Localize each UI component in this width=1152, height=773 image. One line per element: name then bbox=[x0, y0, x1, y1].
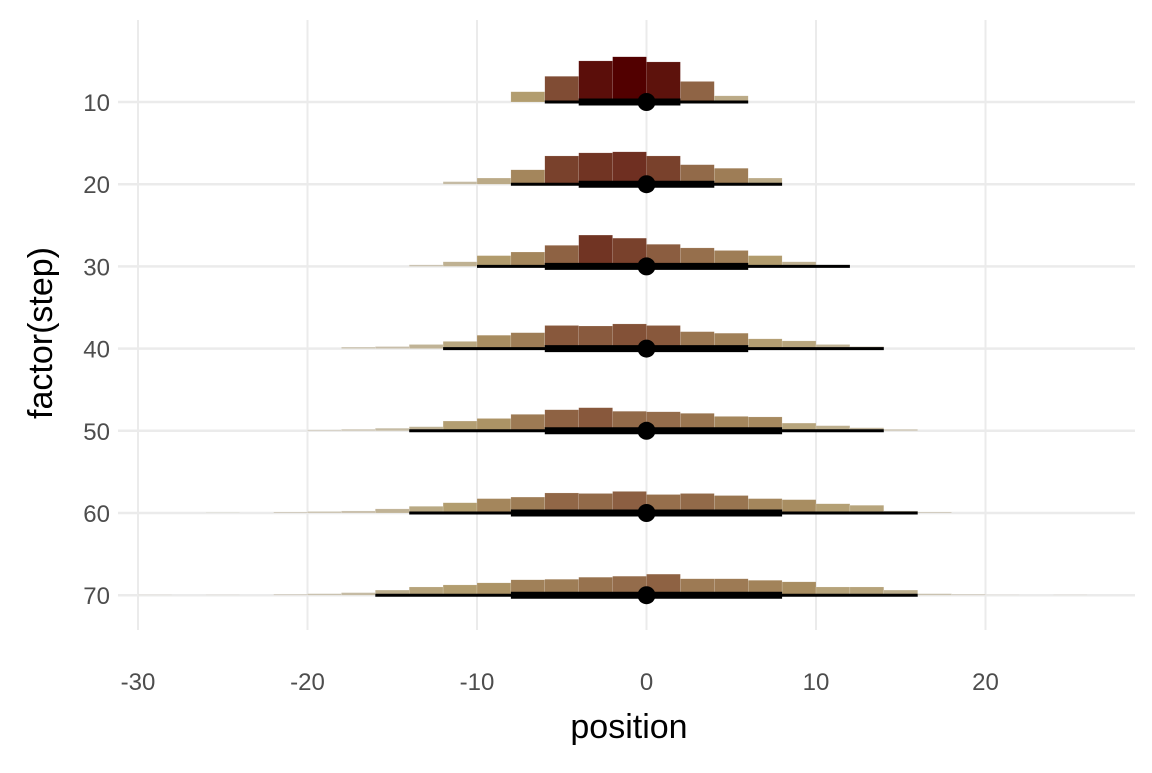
histogram-bar bbox=[544, 76, 579, 103]
y-tick-label: 50 bbox=[83, 419, 110, 446]
histogram-bar bbox=[375, 346, 410, 349]
histogram-bar bbox=[442, 181, 478, 185]
histogram-bar bbox=[544, 155, 579, 185]
x-axis-title: position bbox=[570, 708, 687, 746]
y-axis-title: factor(step) bbox=[22, 247, 60, 419]
median-point bbox=[637, 175, 656, 194]
histogram-bar bbox=[748, 255, 783, 267]
median-point bbox=[637, 504, 656, 522]
histogram-bar bbox=[510, 332, 545, 349]
histogram-bar bbox=[476, 335, 512, 349]
x-tick-label: 20 bbox=[972, 669, 999, 696]
histogram-bar bbox=[442, 261, 478, 267]
histogram-bar bbox=[205, 512, 240, 514]
y-tick-label: 40 bbox=[83, 337, 110, 364]
histogram-bar bbox=[680, 81, 715, 103]
histogram-bar bbox=[341, 592, 376, 596]
histogram-bar bbox=[510, 169, 545, 185]
histogram-bar bbox=[341, 429, 376, 432]
x-tick-label: 0 bbox=[640, 669, 653, 696]
y-tick-label: 20 bbox=[83, 172, 110, 199]
histogram-bar bbox=[205, 594, 240, 596]
histogram-bar bbox=[612, 56, 647, 103]
histogram-bar bbox=[781, 581, 817, 596]
y-tick-label: 60 bbox=[83, 501, 110, 528]
histogram-bar bbox=[883, 429, 918, 432]
histogram-bar bbox=[409, 264, 444, 267]
histogram-bar bbox=[951, 593, 986, 596]
histogram-bar bbox=[1053, 594, 1088, 596]
median-point bbox=[637, 257, 656, 276]
histogram-bar bbox=[476, 255, 512, 267]
histogram-bar bbox=[781, 499, 817, 514]
histogram-bar bbox=[307, 511, 342, 514]
histogram-bar bbox=[375, 428, 410, 432]
x-tick-label: -30 bbox=[121, 669, 156, 696]
histogram-bar bbox=[273, 511, 308, 514]
median-point bbox=[637, 586, 656, 605]
histogram-bar bbox=[442, 502, 478, 514]
histogram-bar bbox=[714, 168, 749, 185]
histogram-bar bbox=[985, 594, 1020, 596]
y-tick-label: 70 bbox=[83, 583, 110, 610]
histogram-bar bbox=[476, 582, 512, 596]
histogram-bar bbox=[578, 60, 613, 103]
median-point bbox=[637, 93, 656, 111]
histogram-bar bbox=[341, 346, 376, 349]
histogram-bar bbox=[375, 508, 410, 514]
histogram-bar bbox=[917, 593, 952, 596]
histogram-bar bbox=[510, 251, 545, 267]
histogram-bar bbox=[578, 152, 613, 185]
y-tick-label: 10 bbox=[83, 90, 110, 117]
histogram-bar bbox=[476, 177, 512, 185]
y-axis-ticks: 10 20 30 40 50 60 70 bbox=[83, 90, 110, 610]
x-tick-label: -10 bbox=[460, 669, 495, 696]
histogram-bar bbox=[409, 344, 444, 349]
histogram-bar bbox=[476, 418, 512, 432]
x-axis-ticks: -30 -20 -10 0 10 20 bbox=[121, 669, 999, 696]
histogram-bar bbox=[341, 510, 376, 514]
x-tick-label: -20 bbox=[290, 669, 325, 696]
histogram-bar bbox=[510, 414, 545, 431]
histogram-bar bbox=[917, 511, 952, 514]
median-point bbox=[637, 421, 656, 440]
histogram-bar bbox=[510, 91, 545, 103]
y-tick-label: 30 bbox=[83, 254, 110, 281]
histogram-bar bbox=[307, 593, 342, 596]
histogram-bar bbox=[442, 584, 478, 596]
interval-lines bbox=[375, 93, 918, 605]
histogram-bar bbox=[137, 594, 173, 596]
median-point bbox=[637, 339, 656, 358]
histogram-bar bbox=[476, 498, 512, 514]
histogram-bar bbox=[273, 593, 308, 596]
x-tick-label: 10 bbox=[803, 669, 830, 696]
histogram-bar bbox=[578, 234, 613, 267]
histogram-bar bbox=[307, 429, 342, 431]
